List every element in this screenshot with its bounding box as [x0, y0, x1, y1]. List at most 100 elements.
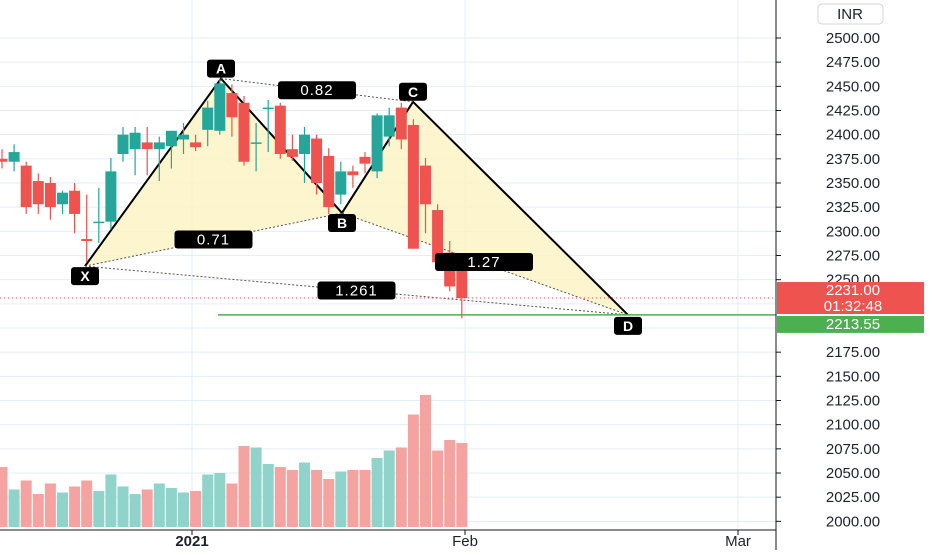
price-tick-label: 2400.00 [826, 127, 880, 144]
point-label-bg [614, 316, 642, 335]
candle-body [117, 134, 129, 154]
ratio-label-xb: 0.71 [197, 232, 230, 249]
volume-bar [81, 480, 93, 527]
volume-bar [359, 470, 371, 527]
volume-bar [226, 483, 238, 527]
candle-body [105, 171, 117, 222]
candle-body [250, 142, 262, 144]
price-tick-label: 2375.00 [826, 151, 880, 168]
volume-bar [299, 462, 310, 527]
volume-bar [20, 480, 32, 527]
point-label-bg [399, 82, 427, 101]
currency-selector[interactable]: INR [817, 3, 884, 25]
candle-body [262, 107, 274, 110]
candle-body [383, 115, 395, 137]
volume-bar [105, 474, 117, 527]
price-tick-label: 2025.00 [826, 489, 880, 506]
point-label-c: C [408, 84, 418, 100]
last-price-badge [777, 282, 924, 315]
candle-body [57, 192, 68, 205]
candle-body [299, 134, 310, 154]
ratio-label-xb-bg [174, 230, 253, 249]
volume-bar [311, 470, 323, 527]
point-label-bg [207, 59, 235, 78]
price-tick-label: 2450.00 [826, 78, 880, 95]
candle-body [81, 239, 93, 241]
volume-bar [44, 483, 56, 527]
price-tick-label: 2000.00 [826, 513, 880, 530]
candle-body [69, 190, 81, 214]
volume-bar [238, 446, 250, 527]
volume-bar [93, 491, 105, 527]
candle-body [311, 138, 323, 183]
volume-bar [456, 443, 468, 527]
pattern-fill-xab [85, 78, 342, 267]
volume-bar [8, 489, 20, 527]
volume-bar [371, 458, 383, 527]
price-tick-label: 2050.00 [826, 465, 880, 482]
price-tick-label: 2425.00 [826, 103, 880, 120]
volume-bar [347, 470, 359, 527]
point-label-bg [328, 213, 356, 232]
candle-body [456, 260, 468, 299]
price-tick-label: 2350.00 [826, 175, 880, 192]
volume-bar [420, 395, 431, 527]
volume-bar [69, 486, 81, 527]
volume-bar [395, 447, 407, 527]
currency-label: INR [837, 6, 863, 23]
candle-body [347, 171, 359, 176]
ratio-label-bd: 1.27 [467, 254, 500, 271]
volume-bar [117, 486, 129, 527]
candle-body [371, 115, 383, 172]
volume-bar [262, 464, 274, 527]
volume-bars [0, 395, 468, 527]
candlesticks [0, 78, 468, 319]
candle-body [32, 181, 44, 205]
volume-bar [32, 494, 44, 527]
time-axis[interactable]: 2021 Feb Mar [0, 529, 776, 550]
ratio-label-xd-bg [317, 281, 396, 300]
candle-body [190, 142, 202, 148]
price-tick-label: 2125.00 [826, 393, 880, 410]
price-tick-label: 2075.00 [826, 441, 880, 458]
candle-body [359, 156, 371, 164]
volume-bar [323, 479, 335, 527]
volume-bar [432, 450, 444, 527]
point-label-d: D [623, 318, 633, 334]
candle-body [335, 171, 347, 195]
price-tick-label: 2325.00 [826, 199, 880, 216]
candle-body [93, 221, 105, 224]
currency-button[interactable] [817, 3, 884, 25]
volume-bar [407, 414, 419, 527]
countdown-value: 01:32:48 [824, 298, 882, 315]
volume-bar [129, 494, 141, 527]
time-tick-label: 2021 [175, 533, 208, 550]
price-tick-label: 2475.00 [826, 54, 880, 71]
point-label-bg [71, 267, 99, 286]
candle-body [8, 152, 20, 162]
price-axis[interactable]: 2500.00 2475.00 2450.00 2425.00 2400.00 2375.… [775, 0, 932, 550]
candle-body [395, 107, 407, 140]
ratio-label-xd: 1.261 [335, 283, 378, 300]
point-label-a: A [216, 61, 226, 77]
candle-body [44, 183, 56, 208]
candle-body [274, 105, 286, 154]
candle-body [165, 130, 177, 147]
point-label-b: B [337, 215, 347, 231]
volume-bar [274, 467, 286, 527]
ratio-label-ac: 0.82 [300, 82, 333, 99]
candle-body [214, 83, 226, 131]
target-price-badge [777, 315, 924, 333]
candle-body [178, 134, 189, 140]
candle-body [153, 142, 165, 150]
price-tick-label: 2175.00 [826, 344, 880, 361]
candle-body [407, 125, 419, 249]
candle-body [432, 210, 444, 263]
price-tick-label: 2300.00 [826, 223, 880, 240]
price-tick-label: 2100.00 [826, 417, 880, 434]
candle-body [0, 158, 8, 162]
volume-bar [383, 450, 395, 527]
